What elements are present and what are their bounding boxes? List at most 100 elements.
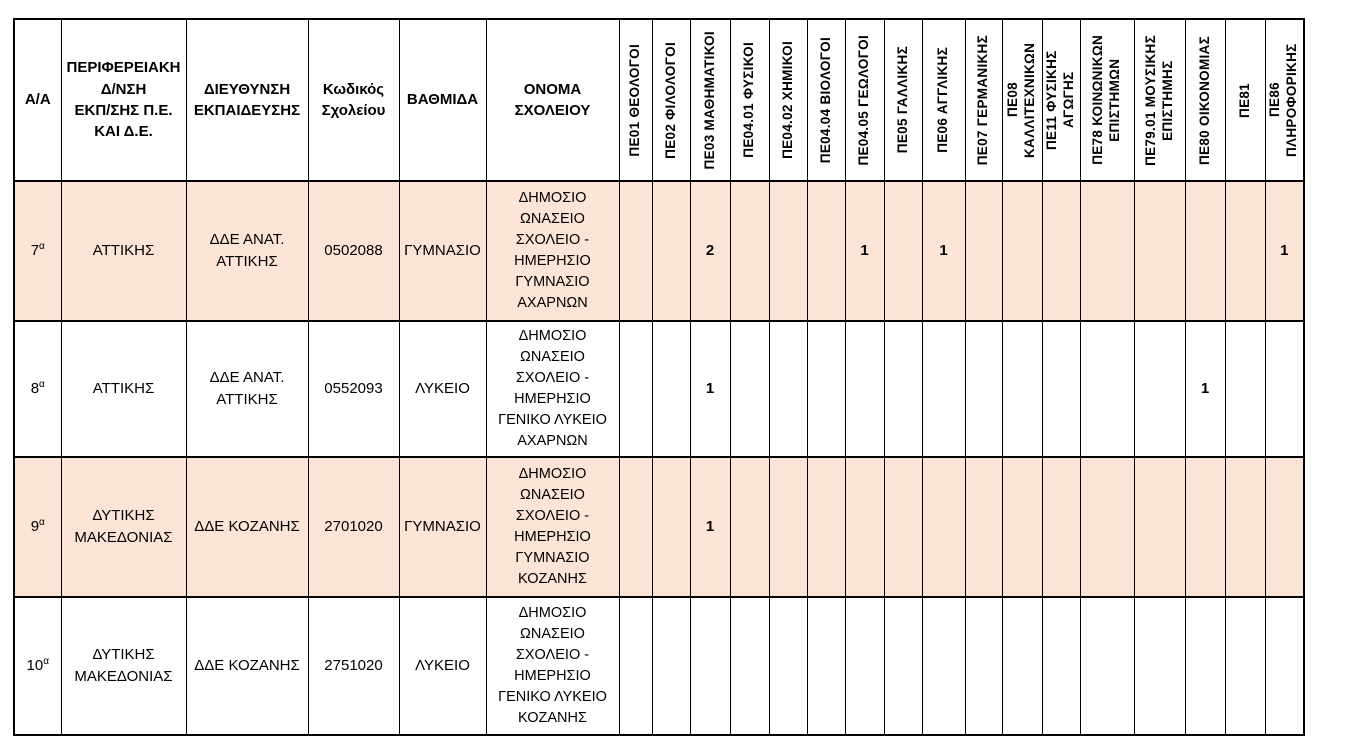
cell-row-number: 7α xyxy=(13,180,62,322)
cell-specialty-count: 1 xyxy=(921,180,966,322)
vertical-text-wrap: ΠΕ02 ΦΙΛΟΛΟΓΟΙ xyxy=(653,24,690,176)
row-number-suffix: α xyxy=(39,379,45,391)
cell-specialty-count xyxy=(768,319,808,459)
cell-specialty-count xyxy=(883,180,923,322)
cell-specialty-count xyxy=(921,456,966,599)
cell-school-code: 2751020 xyxy=(307,596,400,737)
cell-specialty-count xyxy=(618,319,653,459)
cell-school-name: ΔΗΜΟΣΙΟ ΩΝΑΣΕΙΟ ΣΧΟΛΕΙΟ - ΗΜΕΡΗΣΙΟ ΓΕΝΙΚ… xyxy=(485,319,620,459)
header-specialty: ΠΕ01 ΘΕΟΛΟΓΟΙ xyxy=(618,18,653,182)
specialty-header-label: ΠΕ01 ΘΕΟΛΟΓΟΙ xyxy=(627,43,643,157)
header-level: ΒΑΘΜΙΔΑ xyxy=(398,18,487,182)
cell-directorate: ΔΔΕ ΑΝΑΤ. ΑΤΤΙΚΗΣ xyxy=(185,319,309,459)
vertical-text-wrap: ΠΕ04.02 ΧΗΜΙΚΟΙ xyxy=(770,24,807,176)
specialty-header-label: ΠΕ80 ΟΙΚΟΝΟΜΙΑΣ xyxy=(1196,35,1212,165)
cell-specialty-count xyxy=(1133,180,1186,322)
cell-region: ΑΤΤΙΚΗΣ xyxy=(60,319,187,459)
cell-specialty-count xyxy=(1133,319,1186,459)
vertical-text-wrap: ΠΕ11 ΦΥΣΙΚΗΣ ΑΓΩΓΗΣ xyxy=(1043,24,1080,176)
header-specialty: ΠΕ79.01 ΜΟΥΣΙΚΗΣ ΕΠΙΣΤΗΜΗΣ xyxy=(1133,18,1186,182)
row-number: 10 xyxy=(26,657,44,675)
cell-specialty-count xyxy=(1001,180,1043,322)
specialty-header-label: ΠΕ86 ΠΛΗΡΟΦΟΡΙΚΗΣ xyxy=(1267,43,1300,157)
cell-specialty-count: 1 xyxy=(1184,319,1226,459)
school-row: 7α ΑΤΤΙΚΗΣ ΔΔΕ ΑΝΑΤ. ΑΤΤΙΚΗΣ 0502088 ΓΥΜΝΑΣΙ… xyxy=(13,180,1305,322)
cell-row-number: 9α xyxy=(13,456,62,599)
specialty-header-label: ΠΕ04.05 ΓΕΩΛΟΓΟΙ xyxy=(856,34,872,166)
header-specialty: ΠΕ04.04 ΒΙΟΛΟΓΟΙ xyxy=(806,18,846,182)
cell-row-number: 10α xyxy=(13,596,62,737)
cell-school-code: 0552093 xyxy=(307,319,400,459)
specialty-header-label: ΠΕ04.04 ΒΙΟΛΟΓΟΙ xyxy=(817,36,833,164)
cell-specialty-count xyxy=(964,456,1003,599)
cell-specialty-count xyxy=(1041,456,1081,599)
table-body: 7α ΑΤΤΙΚΗΣ ΔΔΕ ΑΝΑΤ. ΑΤΤΙΚΗΣ 0502088 ΓΥΜΝΑΣΙ… xyxy=(13,180,1305,737)
cell-specialty-count xyxy=(1133,596,1186,737)
cell-specialty-count xyxy=(729,456,770,599)
header-school-name: ΟΝΟΜΑ ΣΧΟΛΕΙΟΥ xyxy=(485,18,620,182)
header-specialty: ΠΕ07 ΓΕΡΜΑΝΙΚΗΣ xyxy=(964,18,1003,182)
cell-specialty-count xyxy=(883,456,923,599)
header-row: Α/Α ΠΕΡΙΦΕΡΕΙΑΚΗ Δ/ΝΣΗ ΕΚΠ/ΣΗΣ Π.Ε. ΚΑΙ … xyxy=(13,18,1305,182)
cell-specialty-count xyxy=(768,596,808,737)
cell-specialty-count xyxy=(1001,596,1043,737)
cell-specialty-count xyxy=(1264,456,1305,599)
row-number: 8 xyxy=(30,380,40,398)
cell-specialty-count xyxy=(1079,319,1135,459)
cell-specialty-count: 1 xyxy=(689,319,731,459)
vertical-text-wrap: ΠΕ04.01 ΦΥΣΙΚΟΙ xyxy=(731,24,769,176)
cell-level: ΛΥΚΕΙΟ xyxy=(398,319,487,459)
vertical-text-wrap: ΠΕ05 ΓΑΛΛΙΚΗΣ xyxy=(885,24,922,176)
cell-specialty-count xyxy=(1184,596,1226,737)
vertical-text-wrap: ΠΕ08 ΚΑΛΛΙΤΕΧΝΙΚΩΝ xyxy=(1003,24,1042,176)
header-regional-directorate: ΠΕΡΙΦΕΡΕΙΑΚΗ Δ/ΝΣΗ ΕΚΠ/ΣΗΣ Π.Ε. ΚΑΙ Δ.Ε. xyxy=(60,18,187,182)
header-specialty: ΠΕ08 ΚΑΛΛΙΤΕΧΝΙΚΩΝ xyxy=(1001,18,1043,182)
cell-region: ΔΥΤΙΚΗΣ ΜΑΚΕΔΟΝΙΑΣ xyxy=(60,596,187,737)
vertical-text-wrap: ΠΕ81 xyxy=(1226,24,1265,176)
header-specialty: ΠΕ80 ΟΙΚΟΝΟΜΙΑΣ xyxy=(1184,18,1226,182)
cell-specialty-count xyxy=(1224,180,1266,322)
cell-specialty-count xyxy=(618,596,653,737)
school-positions-table: Α/Α ΠΕΡΙΦΕΡΕΙΑΚΗ Δ/ΝΣΗ ΕΚΠ/ΣΗΣ Π.Ε. ΚΑΙ … xyxy=(13,18,1305,737)
cell-specialty-count xyxy=(844,319,885,459)
cell-specialty-count xyxy=(1001,456,1043,599)
header-specialty: ΠΕ06 ΑΓΓΛΙΚΗΣ xyxy=(921,18,966,182)
row-number-suffix: α xyxy=(39,517,45,529)
specialty-header-label: ΠΕ81 xyxy=(1236,82,1252,118)
specialty-header-label: ΠΕ06 ΑΓΓΛΙΚΗΣ xyxy=(935,47,951,153)
specialty-header-label: ΠΕ05 ΓΑΛΛΙΚΗΣ xyxy=(894,46,910,154)
vertical-text-wrap: ΠΕ04.05 ΓΕΩΛΟΓΟΙ xyxy=(846,24,884,176)
header-specialty: ΠΕ11 ΦΥΣΙΚΗΣ ΑΓΩΓΗΣ xyxy=(1041,18,1081,182)
cell-specialty-count xyxy=(806,456,846,599)
header-specialty: ΠΕ04.02 ΧΗΜΙΚΟΙ xyxy=(768,18,808,182)
cell-specialty-count xyxy=(651,596,691,737)
school-row: 10α ΔΥΤΙΚΗΣ ΜΑΚΕΔΟΝΙΑΣ ΔΔΕ ΚΟΖΑΝΗΣ 2751020 Λ… xyxy=(13,596,1305,737)
cell-specialty-count xyxy=(1184,180,1226,322)
row-number-suffix: α xyxy=(39,241,45,253)
cell-specialty-count xyxy=(768,456,808,599)
header-specialty: ΠΕ86 ΠΛΗΡΟΦΟΡΙΚΗΣ xyxy=(1264,18,1305,182)
cell-specialty-count xyxy=(883,596,923,737)
cell-school-name: ΔΗΜΟΣΙΟ ΩΝΑΣΕΙΟ ΣΧΟΛΕΙΟ - ΗΜΕΡΗΣΙΟ ΓΥΜΝΑ… xyxy=(485,456,620,599)
cell-school-name: ΔΗΜΟΣΙΟ ΩΝΑΣΕΙΟ ΣΧΟΛΕΙΟ - ΗΜΕΡΗΣΙΟ ΓΕΝΙΚ… xyxy=(485,596,620,737)
cell-specialty-count xyxy=(1264,319,1305,459)
header-serial-number: Α/Α xyxy=(13,18,62,182)
cell-specialty-count xyxy=(729,180,770,322)
specialty-header-label: ΠΕ07 ΓΕΡΜΑΝΙΚΗΣ xyxy=(975,34,991,166)
vertical-text-wrap: ΠΕ06 ΑΓΓΛΙΚΗΣ xyxy=(923,24,965,176)
vertical-text-wrap: ΠΕ03 ΜΑΘΗΜΑΤΙΚΟΙ xyxy=(691,24,730,176)
cell-specialty-count xyxy=(618,180,653,322)
vertical-text-wrap: ΠΕ79.01 ΜΟΥΣΙΚΗΣ ΕΠΙΣΤΗΜΗΣ xyxy=(1135,24,1185,176)
cell-specialty-count xyxy=(618,456,653,599)
cell-specialty-count xyxy=(806,596,846,737)
cell-specialty-count xyxy=(964,180,1003,322)
cell-specialty-count xyxy=(1264,596,1305,737)
cell-specialty-count xyxy=(1041,596,1081,737)
cell-specialty-count xyxy=(1001,319,1043,459)
cell-specialty-count xyxy=(883,319,923,459)
specialty-header-label: ΠΕ79.01 ΜΟΥΣΙΚΗΣ ΕΠΙΣΤΗΜΗΣ xyxy=(1142,34,1175,166)
cell-specialty-count: 1 xyxy=(689,456,731,599)
specialty-header-label: ΠΕ78 ΚΟΙΝΩΝΙΚΩΝ ΕΠΙΣΤΗΜΩΝ xyxy=(1090,35,1122,165)
cell-region: ΔΥΤΙΚΗΣ ΜΑΚΕΔΟΝΙΑΣ xyxy=(60,456,187,599)
